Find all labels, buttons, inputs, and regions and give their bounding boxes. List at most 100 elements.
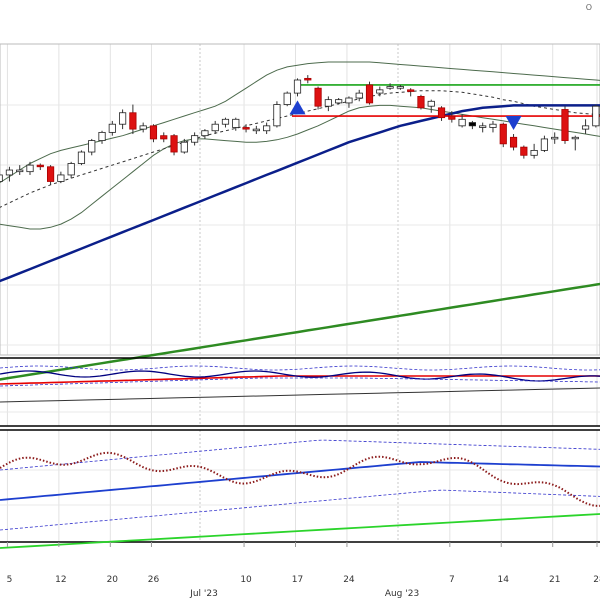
candle-body <box>437 107 446 119</box>
candle <box>98 130 106 144</box>
candle-body <box>16 169 24 173</box>
candle-body <box>88 140 96 153</box>
candle-body <box>509 136 518 148</box>
candle-body <box>252 128 260 132</box>
candle <box>273 101 281 128</box>
candle <box>407 88 415 97</box>
candle-body <box>273 104 281 127</box>
candle-body <box>499 123 507 145</box>
candle-body <box>417 95 425 109</box>
x-tick-label: 21 <box>549 575 560 585</box>
candle <box>88 138 96 156</box>
candle-body <box>108 123 116 133</box>
candle-body <box>0 174 3 182</box>
x-month-label: Aug '23 <box>385 589 419 599</box>
panel-2-series-grey <box>0 387 600 403</box>
sell-signal-marker <box>505 116 522 131</box>
candle <box>201 129 209 139</box>
candle-body <box>324 99 332 107</box>
candle <box>283 91 291 107</box>
grid-layer <box>0 44 600 542</box>
candle-body <box>448 115 456 120</box>
candle-body <box>581 125 590 130</box>
candle-body <box>386 86 394 89</box>
candle <box>77 150 86 166</box>
candle <box>520 145 528 159</box>
candle <box>293 78 302 97</box>
candle <box>479 122 487 133</box>
candle-body <box>427 100 435 107</box>
candle <box>0 174 3 182</box>
candle-body <box>468 122 476 127</box>
candle <box>396 84 404 90</box>
candle <box>191 132 199 146</box>
candle <box>221 117 230 128</box>
candle-body <box>489 123 497 128</box>
candle <box>427 99 435 113</box>
candle-body <box>365 84 374 104</box>
candle <box>417 94 425 110</box>
panel-3-series-green <box>0 513 600 549</box>
candle <box>386 83 394 90</box>
candle-body <box>376 89 384 94</box>
oscillator-panel-1 <box>0 357 600 427</box>
candle <box>489 120 497 133</box>
candle-body <box>119 112 127 125</box>
x-tick-label: 5 <box>7 575 13 585</box>
candle <box>26 161 34 175</box>
candle-body <box>540 138 549 151</box>
candle-body <box>77 151 86 164</box>
candle <box>468 120 476 130</box>
x-tick-label: 17 <box>292 575 303 585</box>
candle <box>592 104 600 128</box>
panel-2-upper-band <box>0 365 600 371</box>
candle <box>530 143 538 159</box>
candle <box>242 124 250 133</box>
candle <box>551 132 559 144</box>
candle <box>458 114 466 128</box>
candle <box>365 81 374 105</box>
x-tick-label: 28 <box>593 575 600 585</box>
candle-body <box>191 135 199 143</box>
mid-ma-line <box>0 104 600 283</box>
candle-body <box>232 118 240 128</box>
candle <box>345 96 353 108</box>
price-panel-border <box>0 43 600 356</box>
candle-body <box>180 141 188 153</box>
candle <box>119 109 127 130</box>
x-tick-label: 20 <box>107 575 119 585</box>
candle-body <box>335 99 343 104</box>
oscillator-panel-2 <box>0 429 600 549</box>
x-tick-label: 26 <box>148 575 160 585</box>
candle <box>561 106 569 144</box>
candle-body <box>67 163 75 176</box>
lower-band-line <box>0 104 600 230</box>
candle <box>304 75 312 84</box>
candle <box>355 89 363 102</box>
candle-body <box>520 146 528 156</box>
candle-body <box>355 92 363 99</box>
candle-body <box>551 136 559 140</box>
candle <box>211 120 219 135</box>
candle <box>149 124 158 143</box>
candle <box>232 117 240 131</box>
x-axis: 5 12 20 26 10 17 24 7 14 21 28 Jul '23 Aug '23 <box>7 542 600 599</box>
upper-band-line <box>0 61 600 184</box>
candle-body <box>345 97 353 104</box>
candle <box>170 134 178 156</box>
candle <box>129 104 137 135</box>
panel-3-upper-band <box>0 439 600 471</box>
candle-body <box>98 131 106 141</box>
candle <box>252 125 260 135</box>
candle-body <box>36 164 44 168</box>
candle-body <box>458 118 466 127</box>
buy-signal-marker <box>289 100 306 115</box>
panel-3-lower-band <box>0 489 600 531</box>
x-tick-label: 10 <box>240 575 252 585</box>
candle-body <box>396 86 404 89</box>
candle-body <box>26 164 34 173</box>
candle-body <box>139 125 147 130</box>
candle-body <box>571 136 579 140</box>
candle <box>160 132 168 143</box>
